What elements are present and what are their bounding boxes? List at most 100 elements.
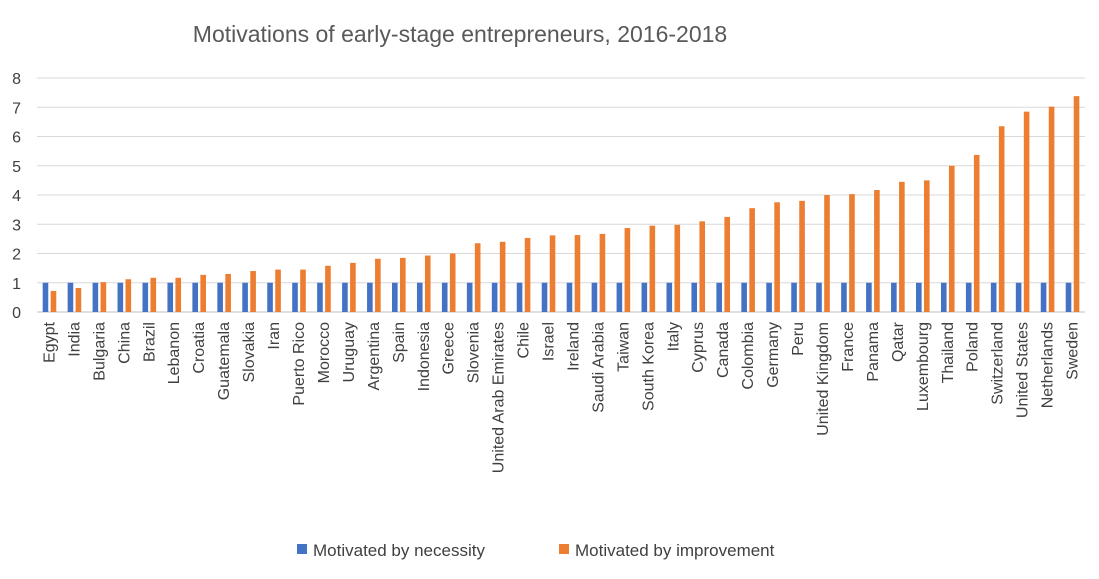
x-tick-label: Peru (790, 322, 807, 356)
x-tick-label: Bulgaria (91, 322, 108, 381)
bar-necessity (916, 282, 922, 312)
y-axis-ticks: 0 1 2 3 4 5 6 7 8 (12, 71, 21, 322)
bar-necessity (666, 282, 673, 312)
bar-improvement (325, 265, 331, 312)
bar-improvement (924, 180, 930, 313)
bar-necessity (791, 282, 797, 312)
x-tick-label: Switzerland (990, 322, 1007, 405)
legend: Motivated by necessity Motivated by impr… (297, 541, 775, 560)
bar-necessity (866, 282, 872, 312)
x-tick-label: Greece (441, 322, 458, 375)
bar-necessity (92, 282, 99, 312)
y-tick-label: 2 (12, 247, 21, 264)
bar-improvement (973, 154, 980, 312)
x-tick-label: Canada (715, 322, 732, 378)
bar-improvement (799, 200, 805, 312)
bar-necessity (117, 282, 124, 312)
bar-improvement (599, 233, 606, 312)
legend-label-necessity: Motivated by necessity (313, 541, 485, 560)
x-tick-label: Chile (516, 322, 533, 359)
x-tick-label: Germany (765, 322, 782, 388)
bar-necessity (741, 282, 747, 312)
bar-improvement (449, 253, 456, 312)
bar-improvement (225, 273, 231, 312)
x-tick-label: Lebanon (166, 322, 183, 384)
bar-necessity (990, 282, 997, 312)
x-tick-label: Saudi Arabia (590, 322, 607, 413)
bar-improvement (350, 262, 356, 312)
bar-necessity (965, 282, 972, 312)
bar-necessity (292, 282, 298, 312)
bar-improvement (624, 228, 631, 312)
bar-necessity (616, 282, 623, 312)
x-tick-label: Uruguay (341, 322, 358, 382)
bar-improvement (1048, 106, 1055, 312)
bar-necessity (691, 282, 698, 312)
bar-necessity (1040, 282, 1047, 312)
x-tick-label: Brazil (141, 322, 158, 362)
bar-improvement (699, 221, 706, 312)
bar-necessity (591, 282, 598, 312)
x-tick-label: United Arab Emirates (491, 322, 508, 473)
chart-title: Motivations of early-stage entrepreneurs… (193, 21, 727, 47)
x-tick-label: Ireland (565, 322, 582, 371)
bar-improvement (150, 277, 157, 312)
bar-improvement (1073, 96, 1080, 312)
bar-necessity (566, 282, 573, 312)
x-tick-label: Italy (665, 322, 682, 351)
gridlines (37, 77, 1085, 313)
bar-improvement (774, 202, 780, 312)
y-tick-label: 0 (12, 305, 21, 322)
x-tick-label: Iran (266, 322, 283, 350)
legend-swatch-improvement (559, 544, 569, 554)
bar-improvement (100, 282, 107, 312)
x-axis-labels: Egypt India Bulgaria China Brazil Lebanon Croa… (41, 321, 1081, 473)
x-tick-label: Netherlands (1040, 322, 1057, 408)
bar-improvement (275, 269, 281, 312)
bar-necessity (641, 282, 648, 312)
bar-necessity (1015, 282, 1022, 312)
bar-necessity (217, 282, 223, 312)
x-tick-label: Taiwan (615, 322, 632, 372)
bar-necessity (242, 282, 248, 312)
bar-necessity (816, 282, 822, 312)
legend-label-improvement: Motivated by improvement (575, 541, 775, 560)
legend-swatch-necessity (297, 544, 307, 554)
x-tick-label: China (116, 322, 133, 364)
bar-improvement (250, 271, 256, 312)
x-tick-label: Sweden (1065, 322, 1082, 380)
x-tick-label: Panama (865, 322, 882, 382)
bar-improvement (200, 274, 206, 312)
bar-improvement (474, 243, 481, 312)
bar-improvement (649, 225, 656, 312)
bar-necessity (317, 282, 323, 312)
bar-necessity (142, 282, 149, 312)
x-tick-label: Morocco (316, 322, 333, 383)
y-tick-label: 6 (12, 130, 21, 147)
bar-improvement (400, 257, 406, 312)
bar-necessity (441, 282, 448, 312)
y-tick-label: 4 (12, 188, 21, 205)
bar-necessity (167, 282, 174, 312)
bar-improvement (574, 235, 581, 312)
bar-improvement (75, 288, 82, 312)
bar-necessity (67, 282, 74, 312)
bar-improvement (125, 279, 132, 312)
bar-necessity (716, 282, 722, 312)
x-tick-label: United Kingdom (815, 322, 832, 436)
bar-improvement (824, 195, 830, 312)
bar-improvement (375, 258, 381, 312)
bar-improvement (1023, 111, 1030, 312)
bar-improvement (424, 255, 431, 312)
x-tick-label: Colombia (740, 322, 757, 390)
x-tick-label: Argentina (366, 322, 383, 391)
x-tick-label: Croatia (191, 322, 208, 374)
bar-necessity (491, 282, 498, 312)
bar-necessity (940, 282, 947, 312)
x-tick-label: Luxembourg (915, 322, 932, 411)
bar-necessity (42, 282, 49, 312)
bar-improvement (499, 241, 506, 312)
bar-improvement (300, 269, 306, 312)
bar-improvement (749, 208, 755, 312)
